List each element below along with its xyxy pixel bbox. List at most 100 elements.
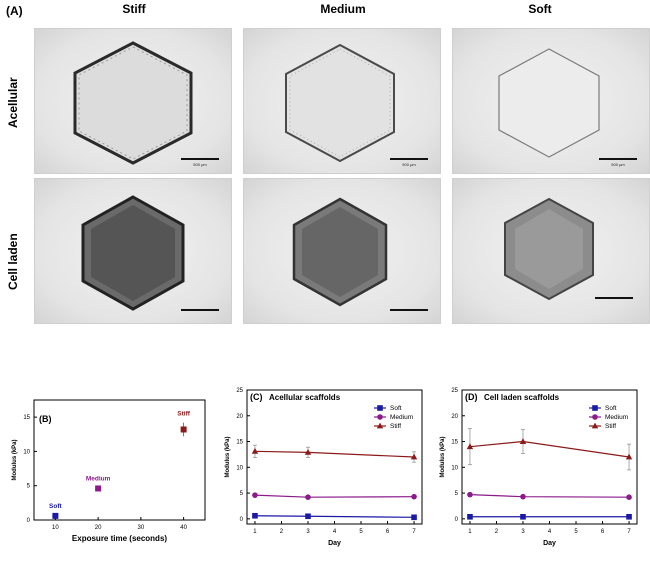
y-tick-label: 5 — [455, 491, 459, 497]
panel-label: (D) — [465, 392, 478, 402]
chart-c: 1 2 3 4 5 6 7 0 5 10 15 20 25 Day Modulus (kPa) (C) Acel… — [225, 388, 423, 547]
y-tick-label: 25 — [451, 388, 458, 394]
data-point — [520, 513, 526, 520]
hexagon-scaffold — [504, 197, 594, 301]
x-tick-label: 30 — [138, 525, 145, 531]
y-axis-label: Modulus (kPa) — [440, 436, 446, 477]
legend-marker — [591, 422, 599, 429]
y-axis-label: Modulus (kPa) — [12, 439, 18, 480]
series-medium — [252, 492, 417, 500]
x-axis-label: Day — [328, 540, 341, 547]
chart-title: Cell laden scaffolds — [484, 393, 560, 402]
y-tick-label: 10 — [23, 449, 30, 455]
scale-text: 500 μm — [611, 162, 625, 167]
x-axis-label: Exposure time (seconds) — [72, 534, 167, 543]
scale-text: 500 μm — [402, 162, 416, 167]
y-tick-label: 15 — [23, 415, 30, 421]
scale-bar — [181, 309, 219, 311]
legend-label: Medium — [605, 414, 628, 421]
micrograph-cell-laden-soft — [452, 178, 650, 324]
scale-bar — [181, 158, 219, 160]
series-line — [469, 440, 630, 458]
scale-bar — [599, 158, 637, 160]
x-tick-label: 1 — [253, 529, 257, 535]
point-label: Medium — [86, 475, 111, 482]
legend-marker — [592, 405, 598, 411]
x-tick-label: 4 — [548, 529, 552, 535]
series-line — [469, 494, 630, 498]
x-tick-label: 7 — [627, 529, 631, 535]
hexagon-scaffold — [292, 197, 388, 307]
x-tick-label: 2 — [495, 529, 499, 535]
series-soft — [467, 513, 632, 520]
data-point — [411, 514, 417, 521]
data-point — [625, 453, 633, 460]
data-point — [304, 448, 312, 455]
series-stiff — [251, 444, 418, 463]
data-point — [626, 494, 632, 500]
y-axis-label: Modulus (kPa) — [225, 436, 231, 477]
chart-b: 10 20 30 40 0 5 10 15 Exposure time (seconds) Mod… — [12, 399, 206, 543]
scale-text: 500 μm — [193, 162, 207, 167]
series-medium — [467, 491, 632, 500]
series-line — [254, 494, 415, 498]
y-tick-label: 0 — [455, 517, 459, 523]
column-header-soft: Soft — [528, 2, 552, 16]
x-tick-label: 3 — [521, 529, 525, 535]
data-point — [95, 485, 102, 492]
x-tick-label: 20 — [95, 525, 102, 531]
point-marker — [52, 512, 59, 519]
y-tick-label: 20 — [451, 414, 458, 420]
data-point — [520, 493, 526, 500]
hexagon-scaffold — [498, 48, 600, 158]
y-tick-label: 15 — [451, 440, 458, 446]
data-point — [305, 513, 311, 520]
data-point — [410, 453, 418, 460]
point-marker — [180, 426, 187, 433]
y-tick-label: 5 — [27, 484, 31, 490]
legend-label: Soft — [390, 405, 402, 412]
chart-d: 1 2 3 4 5 6 7 0 5 10 15 20 25 Day Modulus (kPa) (D) Cell… — [440, 388, 638, 547]
x-tick-label: 5 — [574, 529, 578, 535]
x-tick-label: 3 — [306, 529, 310, 535]
y-tick-label: 5 — [240, 491, 244, 497]
micrograph-cell-laden-medium — [243, 178, 441, 324]
data-point — [519, 438, 527, 444]
data-point — [251, 447, 259, 454]
data-point — [466, 443, 474, 450]
data-point — [467, 513, 473, 520]
legend-marker — [377, 414, 383, 420]
data-point — [467, 491, 473, 498]
hexagon-scaffold — [81, 195, 185, 311]
y-tick-label: 0 — [240, 517, 244, 523]
scale-bar — [390, 158, 428, 160]
data-point — [52, 512, 59, 519]
point-marker — [95, 485, 102, 492]
panel-label: (B) — [39, 414, 52, 424]
legend-marker — [377, 405, 383, 411]
legend-marker — [376, 422, 384, 429]
x-tick-label: 1 — [468, 529, 472, 535]
data-point — [626, 513, 632, 520]
row-header-cell-laden: Cell laden — [6, 233, 20, 290]
data-point — [411, 493, 417, 500]
series-line — [254, 515, 415, 518]
data-point — [252, 492, 258, 498]
hexagon-scaffold — [285, 43, 395, 163]
row-header-acellular: Acellular — [6, 77, 20, 128]
panel-label: (C) — [250, 392, 263, 402]
legend-label: Stiff — [605, 423, 616, 430]
series-stiff — [466, 428, 633, 471]
data-point — [305, 494, 311, 500]
series-line — [254, 450, 415, 458]
x-tick-label: 40 — [180, 525, 187, 531]
legend-label: Medium — [390, 414, 413, 421]
data-point — [180, 422, 187, 437]
y-tick-label: 10 — [236, 465, 243, 471]
x-tick-label: 2 — [280, 529, 284, 535]
micrograph-acellular-medium: 500 μm — [243, 28, 441, 174]
data-point — [252, 512, 258, 519]
plot-frame — [33, 399, 206, 521]
x-tick-label: 4 — [333, 529, 337, 535]
micrograph-acellular-soft: 500 μm — [452, 28, 650, 174]
